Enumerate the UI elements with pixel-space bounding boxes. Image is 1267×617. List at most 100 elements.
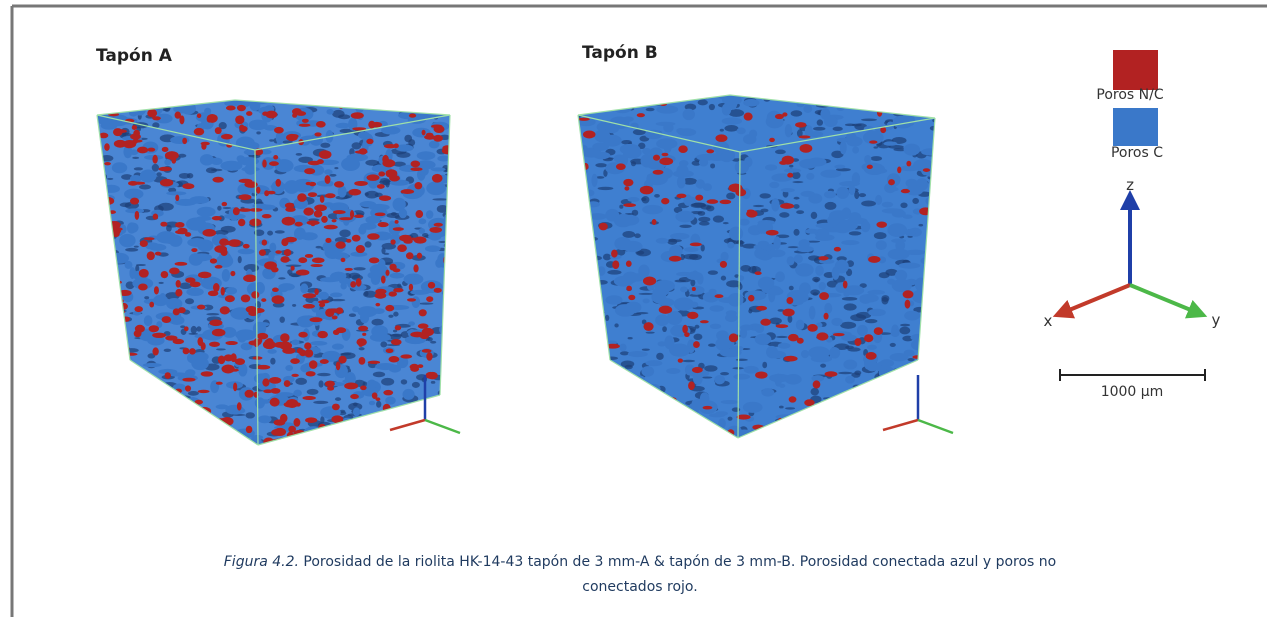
pore-connected [119, 234, 135, 247]
pore-isolated [212, 329, 226, 337]
pore-connected [864, 155, 871, 164]
pore-connected [310, 341, 327, 346]
pore-connected [692, 270, 698, 279]
pore-isolated [327, 386, 334, 390]
pore-isolated [394, 143, 399, 148]
pore-isolated [209, 320, 222, 327]
pore-isolated [233, 382, 237, 391]
pore-isolated [354, 181, 368, 186]
pore-shadow [654, 194, 660, 198]
pore-connected [849, 212, 861, 222]
pore-connected [693, 372, 703, 385]
pore-connected [353, 407, 360, 416]
pore-isolated [393, 227, 404, 231]
pore-shadow [134, 167, 143, 170]
panel-title: Tapón A [96, 46, 173, 66]
pore-isolated [235, 115, 244, 124]
pore-connected [754, 248, 765, 259]
pore-isolated [256, 365, 270, 370]
pore-isolated [135, 211, 140, 220]
pore-connected [843, 360, 857, 370]
pore-connected [799, 159, 818, 169]
pore-connected [638, 265, 649, 278]
pore-isolated [304, 168, 315, 174]
pore-shadow [697, 211, 705, 216]
pore-isolated [312, 258, 325, 264]
pore-isolated [132, 182, 145, 185]
pore-connected [710, 305, 724, 311]
pore-connected [226, 287, 237, 294]
pore-isolated [202, 229, 216, 237]
pore-shadow [295, 378, 307, 385]
pore-connected [775, 271, 785, 282]
pore-isolated [360, 385, 367, 390]
pore-isolated [780, 203, 794, 209]
pore-isolated [317, 331, 328, 338]
pore-connected [675, 211, 694, 223]
pore-isolated [140, 240, 148, 247]
pore-isolated [182, 138, 187, 144]
pore-shadow [206, 167, 217, 173]
pore-isolated [155, 252, 161, 256]
pore-connected [795, 263, 814, 276]
pore-shadow [206, 313, 219, 315]
pore-shadow [899, 327, 910, 335]
pore-isolated [359, 357, 366, 365]
pore-connected [594, 130, 610, 143]
pore-isolated [252, 308, 264, 313]
pore-isolated [226, 105, 236, 110]
pore-connected [796, 320, 805, 330]
pore-isolated [676, 194, 686, 199]
pore-isolated [321, 300, 329, 303]
pore-connected [360, 201, 376, 207]
pore-isolated [303, 304, 315, 309]
pore-isolated [389, 291, 397, 296]
pore-isolated [212, 216, 222, 220]
pore-isolated [184, 326, 189, 331]
pore-isolated [302, 119, 309, 123]
pore-isolated [320, 195, 325, 203]
pore-connected [715, 411, 728, 416]
pore-isolated [308, 192, 317, 197]
pore-isolated [385, 270, 389, 276]
pore-isolated [228, 239, 240, 247]
pore-connected [267, 349, 276, 354]
pore-isolated [291, 266, 295, 271]
pore-isolated [367, 233, 380, 240]
pore-isolated [395, 325, 401, 330]
pore-isolated [769, 138, 775, 142]
pore-connected [820, 170, 841, 178]
pore-shadow [603, 254, 611, 261]
pore-shadow [381, 378, 394, 386]
pore-connected [375, 363, 396, 370]
pore-connected [784, 168, 801, 172]
pore-isolated [169, 268, 180, 275]
pore-shadow [695, 325, 700, 329]
pore-connected [880, 359, 894, 367]
pore-isolated [868, 256, 880, 263]
pore-connected [837, 221, 858, 231]
pore-isolated [784, 356, 798, 362]
pore-isolated [824, 313, 829, 320]
pore-shadow [156, 172, 162, 176]
pore-shadow [159, 282, 164, 284]
pore-connected [646, 360, 663, 366]
pore-isolated [274, 419, 286, 425]
pore-isolated [158, 167, 171, 172]
pore-shadow [339, 230, 350, 238]
pore-isolated [888, 179, 895, 185]
pore-connected [222, 269, 230, 282]
pore-isolated [160, 222, 167, 227]
pore-isolated [703, 406, 713, 410]
pore-connected [614, 214, 633, 227]
pore-shadow [720, 372, 729, 375]
pore-isolated [262, 239, 267, 245]
pore-isolated [616, 163, 626, 170]
pore-isolated [411, 161, 421, 168]
pore-isolated [104, 143, 110, 151]
pore-isolated [243, 274, 257, 282]
pore-connected [408, 321, 415, 325]
pore-connected [882, 208, 904, 213]
pore-isolated [152, 347, 158, 355]
pore-shadow [793, 204, 799, 209]
